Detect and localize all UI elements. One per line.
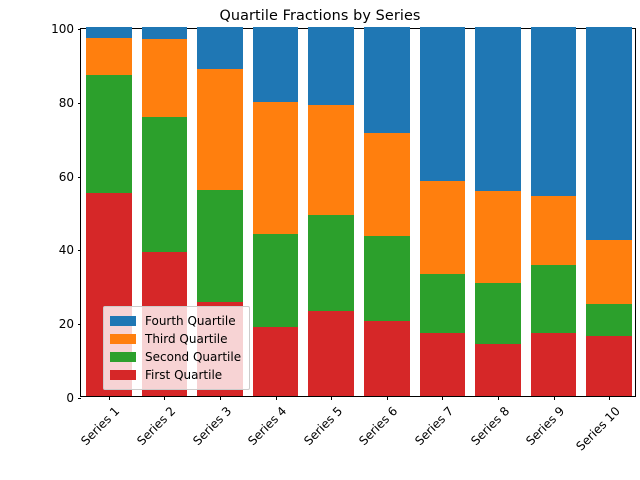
bar-segment[interactable] [586, 303, 632, 337]
bar-segment[interactable] [86, 74, 132, 194]
x-tick-mark [498, 396, 499, 400]
bar-segment[interactable] [364, 132, 410, 236]
bar-segment[interactable] [586, 27, 632, 241]
y-tick-mark [77, 102, 81, 104]
bar-segment[interactable] [419, 180, 466, 275]
bar-segment[interactable] [308, 215, 354, 312]
legend-swatch-icon [110, 316, 136, 326]
bar-segment[interactable] [86, 38, 132, 75]
bar-segment[interactable] [419, 274, 466, 334]
bar-segment[interactable] [141, 27, 188, 40]
bar-segment[interactable] [197, 68, 243, 191]
stacked-bar[interactable] [475, 27, 521, 396]
y-tick-label: 0 [66, 391, 74, 405]
x-tick-label: Series 1 [78, 404, 123, 449]
x-tick-label: Series 4 [245, 404, 290, 449]
bar-segment[interactable] [475, 282, 521, 345]
bar-segment[interactable] [141, 117, 188, 253]
legend-item: Third Quartile [110, 330, 241, 348]
bar-segment[interactable] [530, 195, 577, 265]
bar-segment[interactable] [586, 336, 632, 396]
bar-segment[interactable] [197, 27, 243, 69]
stacked-bar[interactable] [252, 27, 299, 396]
bar-segment[interactable] [475, 27, 521, 192]
bar-segment[interactable] [252, 327, 299, 396]
bar-segment[interactable] [586, 240, 632, 304]
y-tick-mark [77, 250, 81, 252]
chart-legend: Fourth Quartile Third Quartile Second Quar… [103, 306, 251, 390]
x-tick-mark [386, 396, 388, 400]
stacked-bar[interactable] [364, 27, 410, 396]
x-tick-label: Series 8 [467, 404, 512, 449]
x-tick-mark [553, 396, 555, 400]
legend-item: Second Quartile [110, 348, 241, 366]
legend-item: Fourth Quartile [110, 312, 241, 330]
bar-segment[interactable] [419, 333, 466, 396]
legend-label: Third Quartile [145, 332, 228, 346]
bar-segment[interactable] [530, 264, 577, 333]
bar-segment[interactable] [530, 27, 577, 196]
x-tick-label: Series 9 [523, 404, 568, 449]
x-tick-label: Series 5 [300, 404, 346, 449]
y-tick-label: 60 [58, 169, 74, 184]
y-tick-mark [77, 176, 81, 178]
legend-label: Fourth Quartile [145, 314, 236, 328]
legend-label: Second Quartile [145, 350, 242, 364]
x-tick-mark [275, 396, 277, 400]
bar-segment[interactable] [141, 39, 188, 118]
x-tick-label: Series 2 [134, 404, 179, 449]
bar-segment[interactable] [364, 235, 410, 322]
bar-segment[interactable] [252, 233, 299, 328]
x-tick-label: Series 6 [356, 404, 401, 449]
stacked-bar[interactable] [86, 27, 132, 396]
x-tick-label: Series 3 [189, 404, 234, 449]
bar-segment[interactable] [364, 321, 410, 396]
y-tick-mark [77, 398, 81, 399]
legend-label: First Quartile [145, 368, 223, 382]
stacked-bar[interactable] [419, 27, 466, 396]
y-tick-label: 80 [58, 95, 74, 110]
bar-segment[interactable] [530, 332, 577, 396]
stacked-bar[interactable] [586, 27, 632, 396]
legend-swatch-icon [110, 370, 136, 380]
legend-swatch-icon [110, 334, 136, 344]
bar-segment[interactable] [475, 344, 521, 396]
bar-segment[interactable] [419, 27, 466, 181]
y-tick-label: 40 [58, 243, 74, 258]
bar-segment[interactable] [252, 27, 299, 102]
bar-segment[interactable] [86, 27, 132, 39]
legend-item: First Quartile [110, 366, 241, 384]
bar-segment[interactable] [475, 191, 521, 283]
y-tick-mark [77, 324, 81, 326]
x-tick-mark [164, 396, 166, 400]
legend-swatch-icon [110, 352, 136, 362]
x-tick-mark [609, 396, 611, 400]
stacked-bar[interactable] [308, 27, 354, 396]
bar-segment[interactable] [308, 311, 354, 396]
x-tick-label: Series 10 [573, 404, 624, 454]
x-tick-mark [108, 396, 110, 400]
y-tick-label: 100 [51, 22, 74, 36]
bar-segment[interactable] [364, 27, 410, 133]
x-tick-mark [220, 396, 221, 400]
y-tick-mark [77, 29, 81, 30]
y-tick-label: 20 [58, 317, 74, 332]
chart-title: Quartile Fractions by Series [219, 8, 421, 24]
bar-segment[interactable] [308, 104, 354, 216]
bar-segment[interactable] [308, 27, 354, 105]
bar-segment[interactable] [252, 101, 299, 234]
x-tick-mark [442, 396, 444, 400]
x-tick-mark [331, 396, 333, 400]
bar-segment[interactable] [197, 190, 243, 302]
x-tick-label: Series 7 [412, 404, 457, 449]
stacked-bar[interactable] [530, 27, 577, 396]
